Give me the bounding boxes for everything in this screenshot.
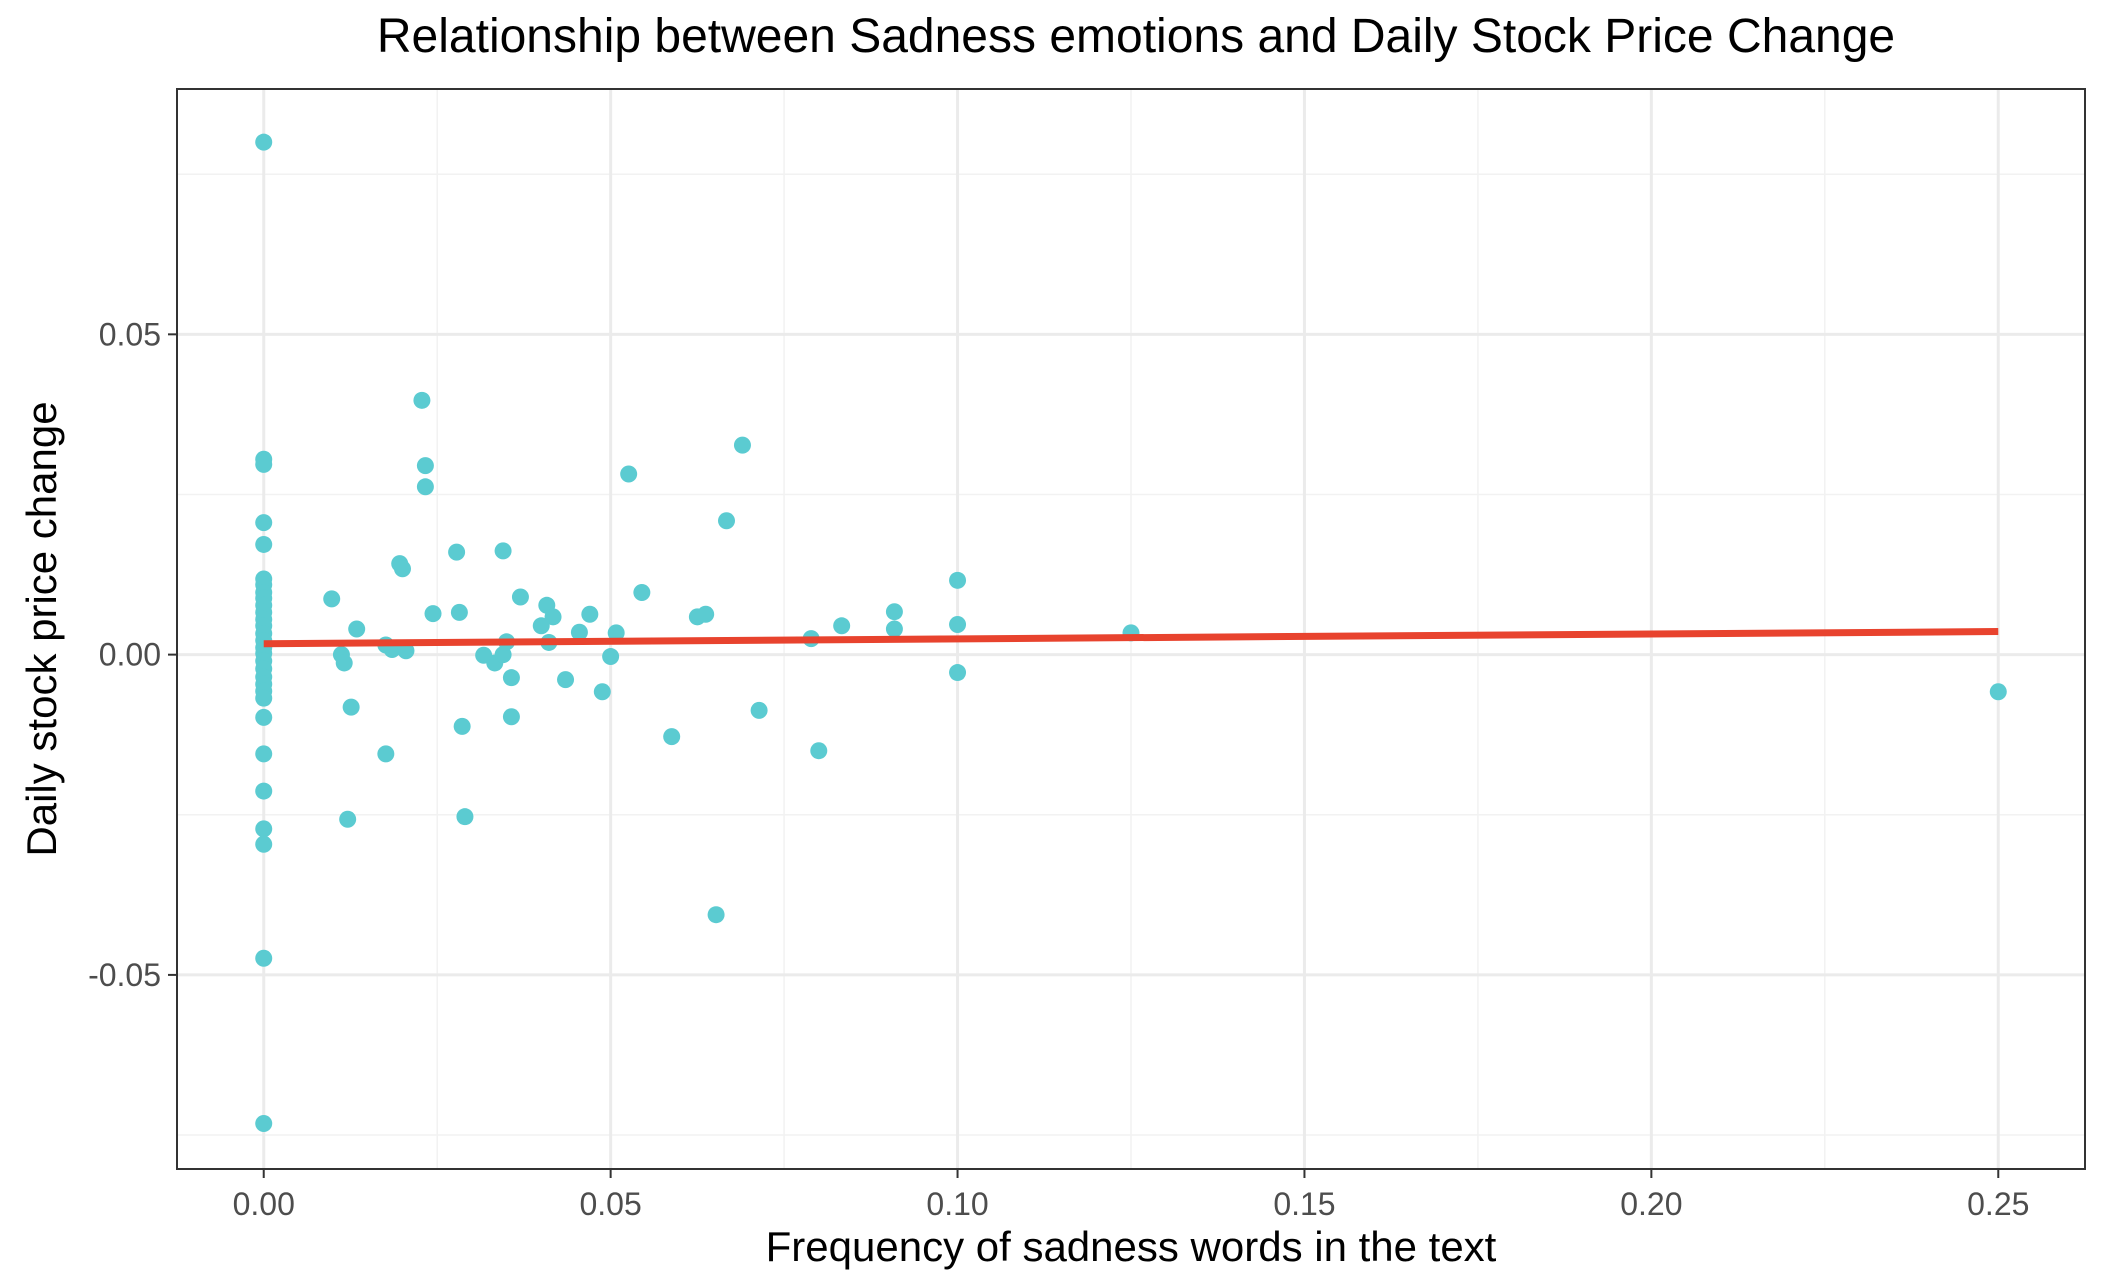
data-point: [255, 745, 273, 763]
data-point: [593, 683, 611, 701]
data-point: [718, 512, 736, 530]
data-point: [532, 617, 550, 635]
data-point: [1989, 683, 2007, 701]
x-tick-label: 0.20: [1620, 1186, 1682, 1222]
data-point: [833, 617, 851, 635]
data-point: [348, 620, 366, 638]
x-tick-label: 0.25: [1967, 1186, 2029, 1222]
data-point: [885, 620, 903, 638]
data-point: [544, 608, 562, 626]
data-point: [255, 949, 273, 967]
x-tick-label: 0.10: [926, 1186, 988, 1222]
y-tick-label: 0.05: [99, 316, 161, 352]
data-point: [607, 624, 625, 642]
data-point: [255, 835, 273, 853]
trend-line: [263, 628, 1999, 648]
data-point: [707, 906, 725, 924]
data-point: [733, 436, 751, 454]
data-point: [494, 542, 512, 560]
y-tick-label: -0.05: [88, 957, 161, 993]
data-point: [810, 742, 828, 760]
data-point: [450, 603, 468, 621]
data-point: [697, 605, 715, 623]
x-axis-title: Frequency of sadness words in the text: [766, 1223, 1497, 1270]
data-point: [255, 820, 273, 838]
data-point: [255, 708, 273, 726]
data-point: [502, 669, 520, 687]
data-point: [255, 514, 273, 532]
y-tick-label: 0.00: [99, 637, 161, 673]
data-point: [416, 457, 434, 475]
data-points: [255, 133, 2007, 1133]
data-point: [255, 1115, 273, 1133]
data-point: [557, 671, 575, 689]
plot-panel-border: [176, 88, 2086, 1170]
data-point: [511, 588, 529, 606]
data-point: [413, 391, 431, 409]
data-point: [377, 745, 395, 763]
data-point: [323, 590, 341, 608]
data-point: [448, 543, 466, 561]
x-tick-label: 0.00: [233, 1186, 295, 1222]
data-point: [949, 571, 967, 589]
data-point: [949, 664, 967, 682]
data-point: [570, 623, 588, 641]
trend-line-layer: [263, 628, 1999, 648]
data-point: [255, 133, 273, 151]
data-point: [502, 708, 520, 726]
data-point: [453, 717, 471, 735]
data-point: [494, 646, 512, 664]
x-tick-label: 0.15: [1273, 1186, 1335, 1222]
data-point: [416, 478, 434, 496]
data-point: [949, 616, 967, 634]
x-axis-ticks: 0.00 0.05 0.10 0.15 0.20 0.25: [233, 1169, 2029, 1222]
data-point: [424, 605, 442, 623]
data-point: [255, 455, 273, 473]
data-point: [620, 465, 638, 483]
data-point: [581, 605, 599, 623]
y-axis-title: Daily stock price change: [18, 401, 65, 856]
data-point: [456, 808, 474, 826]
data-point: [335, 654, 353, 672]
data-point: [663, 728, 681, 746]
data-point: [602, 648, 620, 666]
data-point: [255, 782, 273, 800]
data-point: [255, 535, 273, 553]
data-point: [255, 689, 273, 707]
data-point: [633, 583, 651, 601]
chart-title: Relationship between Sadness emotions an…: [377, 10, 1895, 63]
data-point: [393, 560, 411, 578]
data-point: [342, 698, 360, 716]
data-point: [339, 810, 357, 828]
y-axis-ticks: -0.05 0.00 0.05: [88, 316, 177, 993]
x-tick-label: 0.05: [579, 1186, 641, 1222]
data-point: [397, 642, 415, 660]
data-point: [885, 603, 903, 621]
data-point: [750, 701, 768, 719]
